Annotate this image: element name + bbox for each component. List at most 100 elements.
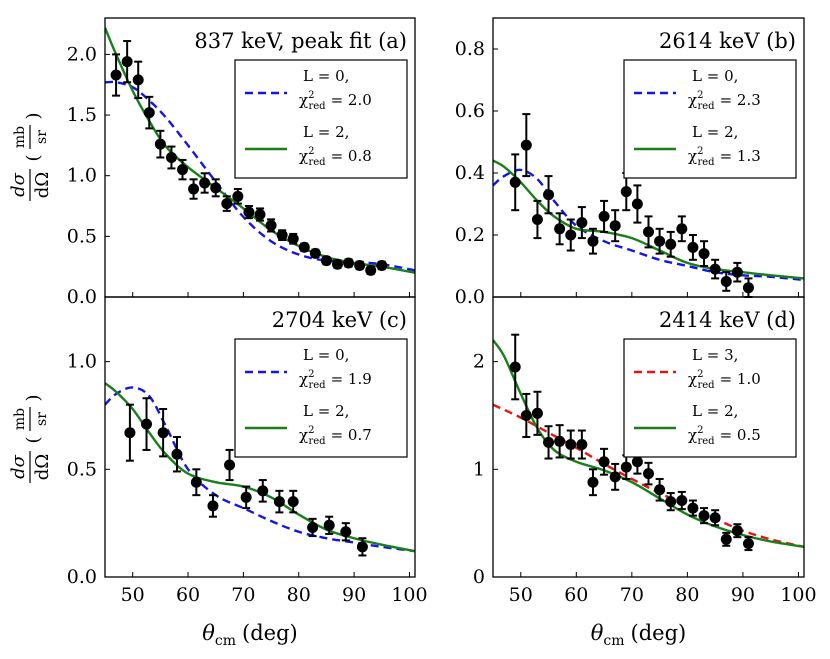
data-point (320, 255, 332, 267)
data-point (543, 436, 555, 448)
data-point (665, 496, 677, 508)
data-point (232, 190, 244, 202)
data-point (731, 525, 743, 537)
x-tick-label: 100 (391, 584, 427, 606)
x-tick-label: 80 (675, 584, 699, 606)
panel-title-b: 2614 keV (b) (659, 29, 796, 53)
x-tick-label: 100 (780, 584, 816, 606)
x-tick-label: 60 (176, 584, 200, 606)
data-point (520, 139, 532, 151)
data-points-b (509, 113, 754, 298)
curve-c-solid (105, 382, 415, 553)
y-tick-label: 0.0 (67, 566, 97, 588)
data-point (698, 510, 710, 522)
y-tick-label: 2.0 (67, 43, 97, 65)
x-tick-label: 70 (620, 584, 644, 606)
panel-d: 50 60 70 80 90 100 0 1 2 2414 keV (d) L = 3, χ2 red =… (473, 296, 817, 606)
data-point (742, 538, 754, 550)
data-point (141, 418, 153, 430)
data-point (720, 276, 732, 287)
data-point (110, 69, 122, 81)
legend-chi2: χ2 red = 0.5 (688, 425, 761, 447)
y-tick-label: 0 (473, 566, 485, 588)
data-point (356, 541, 368, 553)
x-tick-label: 80 (287, 584, 311, 606)
data-point (124, 427, 136, 439)
data-point (609, 471, 621, 483)
y-tick-label: 0.5 (67, 458, 97, 480)
data-point (323, 519, 335, 531)
data-point (687, 241, 699, 253)
data-point (354, 259, 366, 271)
y-tick-label: 2 (473, 351, 485, 373)
data-point (273, 496, 285, 508)
ylabel-unit-den: sr (34, 412, 50, 426)
legend-chi2: χ2 red = 1.9 (299, 369, 372, 391)
data-point (565, 229, 577, 241)
data-point (171, 448, 183, 460)
data-point (307, 521, 319, 533)
data-point (224, 459, 236, 471)
data-point (620, 186, 632, 198)
data-point (509, 176, 521, 188)
legend-label: L = 2, (303, 402, 349, 420)
curve-b-dashed (493, 168, 804, 282)
legend-chi2: χ2 red = 0.8 (299, 146, 372, 168)
data-point (343, 257, 355, 269)
y-tick-label: 0.8 (455, 38, 485, 60)
data-point (742, 282, 754, 294)
data-point (665, 238, 677, 250)
paren-left: ( (23, 154, 44, 161)
x-axis-title: θcm (deg) (202, 621, 297, 649)
data-point (276, 229, 288, 241)
data-point (587, 235, 599, 247)
ylabel-denominator: dΩ (32, 172, 53, 198)
y-tick-label: 1.5 (67, 104, 97, 126)
data-point (365, 264, 377, 276)
data-point (643, 226, 654, 238)
data-point (157, 427, 169, 439)
data-point (654, 484, 666, 496)
legend-label: L = 2, (692, 123, 738, 141)
data-point (709, 512, 721, 524)
data-point (554, 223, 566, 235)
data-point (287, 233, 299, 245)
legend-chi2: χ2 red = 2.3 (688, 90, 761, 112)
y-tick-label: 1.0 (67, 351, 97, 373)
legend-b: L = 0, χ2 red = 2.3 L = 2, χ2 red = 1.3 (623, 59, 797, 179)
data-point (731, 266, 743, 278)
data-point (243, 206, 255, 218)
legend-box (623, 338, 797, 458)
y-axis-title-bottom: dσ dΩ (mb sr) (8, 394, 53, 483)
panel-b: 0.0 0.2 0.4 0.6 0.8 2614 keV (b) L = 0, χ2 red = … (455, 17, 805, 308)
data-point (121, 56, 133, 68)
legend-chi2: χ2 red = 2.0 (299, 90, 372, 112)
data-point (598, 456, 610, 468)
data-point (190, 476, 202, 488)
y-tick-label: 1 (473, 458, 485, 480)
y-axis-title-top: dσ dΩ (mb sr) (8, 112, 53, 201)
legend-label: L = 0, (303, 346, 349, 364)
data-points-c (124, 397, 368, 557)
ylabel-unit-num: mb (12, 408, 28, 430)
panel-title-d: 2414 keV (d) (659, 308, 796, 332)
data-point (709, 263, 721, 275)
legend-label: L = 0, (303, 67, 349, 85)
data-point (143, 107, 155, 119)
curve-d-dashed (493, 403, 804, 549)
legend-chi2: χ2 red = 0.7 (299, 425, 372, 447)
data-point (565, 439, 577, 451)
data-point (207, 500, 219, 512)
data-point (154, 138, 166, 150)
data-point (631, 456, 643, 468)
x-tick-label: 50 (509, 584, 533, 606)
data-point (531, 214, 543, 225)
data-point (177, 164, 188, 176)
legend-label: L = 2, (692, 402, 738, 420)
curve-a-dashed (105, 80, 415, 272)
data-point (509, 361, 521, 373)
data-point (720, 533, 732, 545)
legend-label: L = 3, (692, 346, 738, 364)
data-point (687, 502, 699, 514)
data-point (554, 435, 566, 447)
